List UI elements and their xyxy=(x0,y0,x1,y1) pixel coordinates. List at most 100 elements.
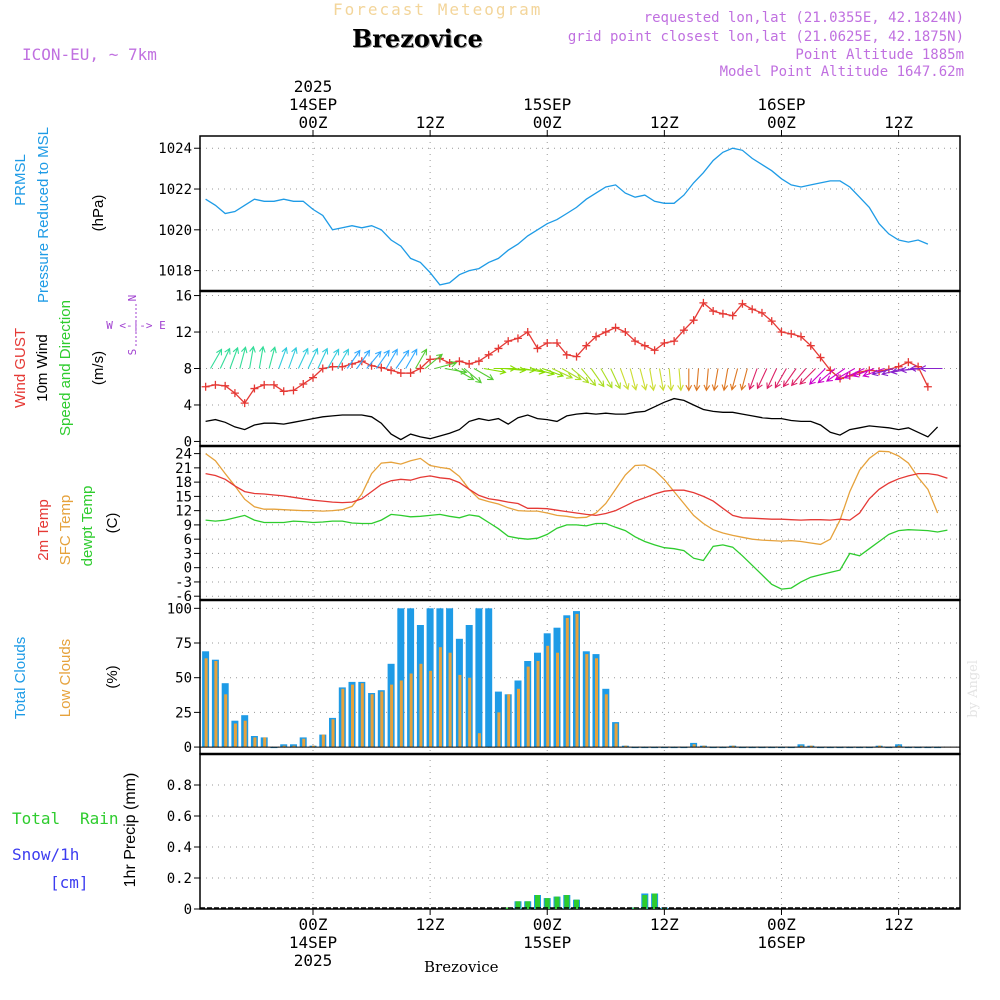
precip-panel-frame xyxy=(199,753,961,910)
wind-direction-arrow xyxy=(395,349,410,369)
y-tick-label: 0 xyxy=(184,561,192,577)
wind-direction-arrow xyxy=(825,368,846,382)
wind-direction-arrow xyxy=(503,366,527,374)
footer-station: Brezovice xyxy=(424,958,499,976)
wind-direction-arrow xyxy=(639,368,648,391)
wind-gust-marker xyxy=(474,357,483,366)
wind-gust-marker xyxy=(533,344,542,353)
wind-gust-marker xyxy=(777,328,786,337)
low-cloud-bar xyxy=(438,647,442,748)
y-tick-label: 0 xyxy=(184,902,192,918)
low-cloud-bar xyxy=(351,684,354,747)
wind-direction-arrow xyxy=(336,348,349,369)
credit-watermark: by Angel xyxy=(966,660,981,718)
wind-direction-arrow xyxy=(258,345,266,369)
x-tick-label-bottom: 15SEP xyxy=(523,933,571,952)
low-cloud-bar xyxy=(517,688,520,748)
wind-gust-marker xyxy=(396,369,405,378)
wind-gust-marker xyxy=(728,311,737,320)
wind-label-gust: Wind GUST xyxy=(12,328,29,408)
low-cloud-bar xyxy=(341,688,345,748)
pressure-label-msl: Pressure Reduced to MSL xyxy=(35,127,52,303)
wind-direction-arrow xyxy=(454,368,475,381)
x-tick-label-bottom: 12Z xyxy=(650,915,679,934)
low-cloud-bar xyxy=(429,670,433,748)
wind-gust-marker xyxy=(631,337,640,346)
wind-gust-marker xyxy=(806,341,815,350)
wind-direction-arrow xyxy=(685,368,693,392)
wind-direction-arrow xyxy=(307,347,319,369)
low-cloud-bar xyxy=(536,661,540,747)
low-cloud-bar xyxy=(214,661,218,747)
wind-gust-marker xyxy=(611,323,620,332)
clouds-label-total: Total Clouds xyxy=(12,637,29,720)
low-cloud-bar xyxy=(468,677,472,748)
low-cloud-bar xyxy=(565,618,569,747)
wind-gust-marker xyxy=(289,386,298,395)
wind-direction-arrow xyxy=(748,368,758,391)
wind-gust-marker xyxy=(318,364,327,373)
wind-gust-marker xyxy=(240,399,249,408)
wind-gust-marker xyxy=(689,316,698,325)
wind-direction-arrow xyxy=(629,368,638,391)
precip-label-total: Total xyxy=(12,809,60,828)
wind-gust-marker xyxy=(650,346,659,355)
wind-gust-marker xyxy=(513,334,522,343)
wind-gust-marker xyxy=(504,337,513,346)
low-cloud-bar xyxy=(624,745,628,748)
wind-gust-marker xyxy=(211,380,220,389)
wind-direction-arrow xyxy=(542,367,565,378)
wind-unit: (m/s) xyxy=(90,351,107,385)
clouds-label-low: Low Clouds xyxy=(57,639,74,717)
precip-rain-bar xyxy=(564,895,570,909)
y-tick-label: 3 xyxy=(184,546,192,562)
wind-gust-marker xyxy=(748,305,757,314)
wind-gust-marker xyxy=(553,338,561,347)
wind-gust-marker xyxy=(640,341,649,350)
low-cloud-bar xyxy=(800,745,803,748)
temp-label-dewpt: dewpt Temp xyxy=(79,486,96,567)
wind-direction-arrow xyxy=(415,348,428,369)
wind-direction-arrow xyxy=(463,368,482,384)
requested-location: requested lon,lat (21.0355E, 42.1824N) xyxy=(643,10,964,26)
low-cloud-bar xyxy=(253,737,257,748)
pressure-unit: (hPa) xyxy=(90,195,107,232)
wind-gust-marker xyxy=(738,299,747,308)
wind-direction-arrow xyxy=(919,365,943,372)
year-top: 2025 xyxy=(294,77,333,96)
y-tick-label: 100 xyxy=(167,601,192,617)
wind-direction-arrow xyxy=(782,368,797,388)
wind-speed-line xyxy=(205,397,939,441)
wind-direction-arrow xyxy=(346,349,361,369)
y-tick-label: 16 xyxy=(175,289,192,305)
low-cloud-bar xyxy=(302,738,306,747)
y-tick-label: 6 xyxy=(184,532,192,548)
low-cloud-bar xyxy=(419,663,423,747)
low-cloud-bar xyxy=(312,745,315,748)
wind-direction-arrow xyxy=(600,368,613,389)
wind-gust-marker xyxy=(699,298,708,307)
wind-gust-marker xyxy=(543,338,552,347)
low-cloud-bar xyxy=(497,712,501,748)
low-cloud-bar xyxy=(595,658,598,748)
meteogram-title: Forecast Meteogram xyxy=(333,0,543,19)
low-cloud-bar xyxy=(526,666,530,748)
y-tick-label: 12 xyxy=(175,504,192,520)
wind-gust-marker xyxy=(484,350,493,359)
wind-direction-arrow xyxy=(721,368,729,392)
wind-gust-marker xyxy=(201,382,210,391)
wind-direction-arrow xyxy=(356,349,371,369)
pressure-label-prmsl: PRMSL xyxy=(12,154,29,206)
wind-direction-arrow xyxy=(473,368,495,381)
wind-direction-arrow xyxy=(756,368,768,390)
sfc-temp-line xyxy=(205,450,939,546)
wind-direction-arrow xyxy=(834,368,855,381)
wind-direction-arrow xyxy=(711,368,719,392)
x-tick-label-bottom: 00Z xyxy=(533,915,562,934)
wind-direction-arrow xyxy=(366,350,382,369)
x-tick-label-top: 12Z xyxy=(884,113,913,132)
low-cloud-bar xyxy=(702,745,706,748)
wind-gust-marker xyxy=(221,381,230,390)
x-tick-label-top: 00Z xyxy=(533,113,562,132)
precip-label-rain: Rain xyxy=(80,809,119,828)
